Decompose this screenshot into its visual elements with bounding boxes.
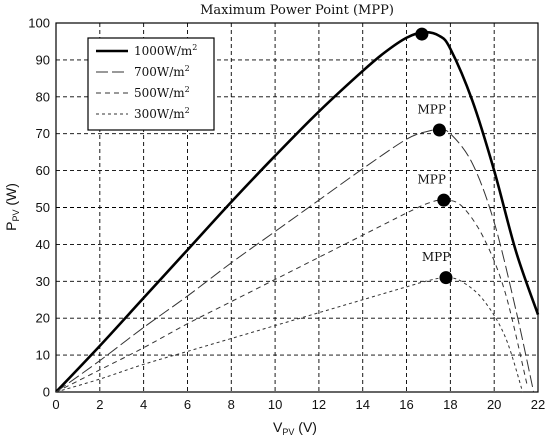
x-tick-label: 0 [52,397,59,412]
y-tick-label: 30 [36,274,50,289]
x-tick-label: 12 [312,397,326,412]
mpp-point-3 [437,193,451,207]
x-tick-label: 18 [443,397,457,412]
series-lines [55,30,540,393]
x-tick-label: 6 [184,397,191,412]
y-tick-label: 70 [36,126,50,141]
mpp-label-1: MPP [418,102,446,116]
legend-label-1: 1000W/m2 [134,43,197,58]
y-tick-label: 50 [36,200,50,215]
y-tick-labels: 0 10 20 30 40 50 60 70 80 90 100 [28,16,50,400]
x-tick-label: 8 [228,397,235,412]
x-tick-labels: 0 2 4 6 8 10 12 14 16 18 20 22 [52,397,545,412]
y-tick-label: 0 [43,385,50,400]
x-tick-label: 20 [487,397,501,412]
mpp-point-4 [439,271,453,285]
mpp-label-2: MPP [418,173,446,187]
grid-lines [56,23,538,392]
legend-box [87,37,215,131]
y-tick-label: 80 [36,89,50,104]
y-tick-label: 100 [28,16,50,31]
chart-title: Maximum Power Point (MPP) [200,3,394,18]
legend-label-4: 300W/m2 [134,106,190,121]
y-tick-label: 40 [36,237,50,252]
legend-label-3: 500W/m2 [134,85,190,100]
x-tick-label: 4 [140,397,147,412]
mpp-label-3: MPP [422,250,450,264]
x-tick-label: 22 [531,397,545,412]
x-tick-label: 16 [399,397,413,412]
mpp-annotations: MPP MPP MPP [418,102,451,264]
mpp-point-1 [415,27,429,41]
x-axis-label: VPV (V) [273,419,317,437]
series-line-1 [55,30,540,393]
y-tick-label: 60 [36,163,50,178]
series-line-4 [55,277,524,393]
y-tick-label: 20 [36,311,50,326]
y-axis-label: PPV (W) [3,183,21,231]
series-line-2 [55,129,535,393]
mpp-markers [415,27,453,285]
legend-label-2: 700W/m2 [134,64,190,79]
x-tick-label: 10 [268,397,282,412]
mpp-point-2 [432,123,446,137]
y-tick-label: 10 [36,348,50,363]
plot-frame [55,22,539,393]
y-tick-label: 90 [36,52,50,67]
x-tick-label: 14 [355,397,369,412]
legend: 1000W/m2 700W/m2 500W/m2 300W/m2 [87,37,215,131]
series-line-3 [55,199,528,393]
x-tick-label: 2 [96,397,103,412]
